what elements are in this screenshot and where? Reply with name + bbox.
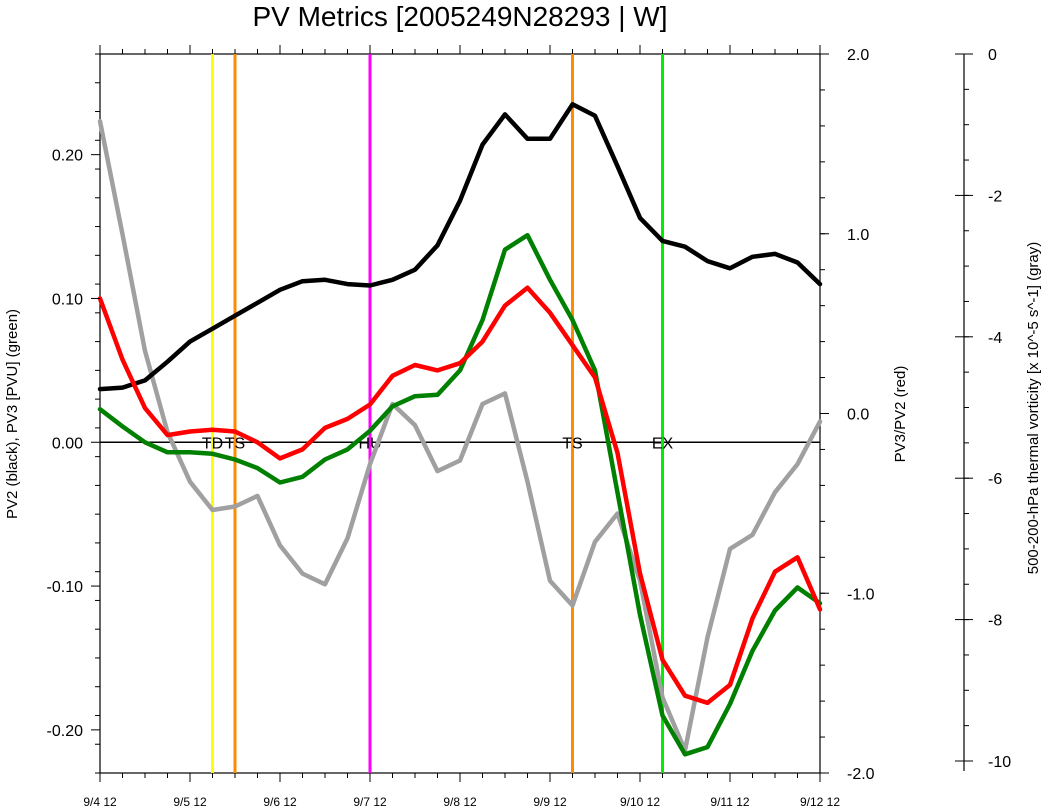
far-tick-label: -6 xyxy=(988,471,1002,488)
left-axis-label: PV2 (black), PV3 [PVU] (green) xyxy=(4,309,21,519)
marker-label-ex: EX xyxy=(652,435,674,452)
x-tick-label: 9/12 12 xyxy=(800,795,840,809)
far-axis-label: 500-200-hPa thermal vorticity [x 10^-5 s… xyxy=(1025,242,1042,575)
series-lines xyxy=(97,102,823,757)
marker-label-td: TD xyxy=(202,435,223,452)
right-tick-label: 2.0 xyxy=(847,47,869,64)
marker-label-ts: TS xyxy=(562,435,582,452)
far-tick-label: -4 xyxy=(988,330,1002,347)
marker-label-ts: TS xyxy=(225,435,245,452)
x-tick-label: 9/7 12 xyxy=(353,795,387,809)
plot-frame xyxy=(99,53,821,774)
plot-border xyxy=(99,53,821,774)
left-tick-label: 0.00 xyxy=(52,435,83,452)
series-line-pv3-pv2 xyxy=(97,285,823,706)
x-tick-label: 9/11 12 xyxy=(710,795,749,809)
far-tick-label: -10 xyxy=(988,754,1011,771)
far-tick-label: 0 xyxy=(988,47,997,64)
right-tick-label: -1.0 xyxy=(847,586,875,603)
x-tick-label: 9/8 12 xyxy=(443,795,477,809)
far-tick-label: -2 xyxy=(988,188,1002,205)
x-tick-label: 9/9 12 xyxy=(533,795,567,809)
series-line-pv2 xyxy=(97,102,823,392)
series-line-thermal-vorticity xyxy=(97,118,823,753)
x-tick-label: 9/10 12 xyxy=(620,795,660,809)
left-tick-label: -0.20 xyxy=(47,723,84,740)
far-tick-label: -8 xyxy=(988,613,1002,630)
right-tick-label: -2.0 xyxy=(847,766,875,783)
chart-title: PV Metrics [2005249N28293 | W] xyxy=(252,1,667,32)
x-tick-label: 9/4 12 xyxy=(83,795,117,809)
axes: 9/4 12 9/5 12 9/6 12 9/7 12 9/8 12 9/9 12 9/10… xyxy=(47,45,1011,809)
right-tick-label: 0.0 xyxy=(847,407,869,424)
left-tick-label: 0.20 xyxy=(52,148,83,165)
x-tick-label: 9/6 12 xyxy=(263,795,297,809)
series-line-pv3 xyxy=(97,232,823,757)
x-tick-label: 9/5 12 xyxy=(173,795,207,809)
left-tick-label: -0.10 xyxy=(47,579,84,596)
right-axis-label: PV3/PV2 (red) xyxy=(892,366,909,463)
left-tick-label: 0.10 xyxy=(52,291,83,308)
right-tick-label: 1.0 xyxy=(847,227,869,244)
